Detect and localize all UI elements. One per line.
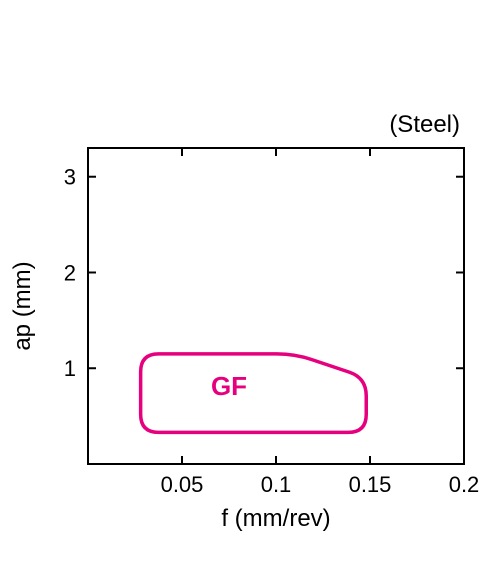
x-axis-title: f (mm/rev) [221,505,330,532]
plot-frame [88,148,464,464]
region-gf-label: GF [211,371,247,401]
x-tick-label: 0.1 [261,472,292,497]
material-annotation: (Steel) [389,111,460,138]
chart-svg: 0.05 0.1 0.15 0.2 1 2 3 f (mm/rev) ap (mm) (Steel… [0,0,500,585]
chart-container: 0.05 0.1 0.15 0.2 1 2 3 f (mm/rev) ap (mm) (Steel… [0,0,500,585]
x-tick-label: 0.05 [161,472,204,497]
x-tick-label: 0.15 [349,472,392,497]
x-tick-label: 0.2 [449,472,480,497]
y-axis-title: ap (mm) [9,261,36,350]
y-tick-label: 3 [64,165,76,190]
region-gf-outline [141,354,367,433]
y-tick-label: 1 [64,356,76,381]
y-tick-label: 2 [64,260,76,285]
